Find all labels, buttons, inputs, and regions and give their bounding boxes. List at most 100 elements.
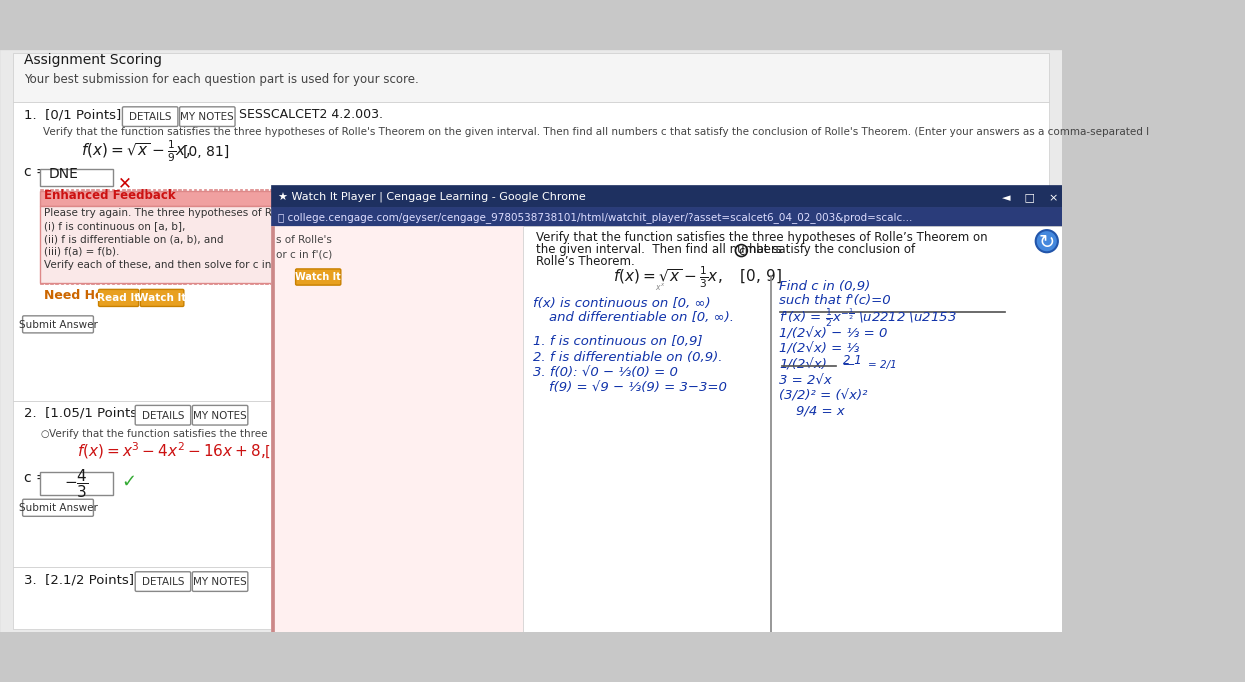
- Text: Please try again. The three hypotheses of Rolle's: Please try again. The three hypotheses o…: [44, 209, 298, 218]
- Text: Verify that the function satisfies the three hypoth: Verify that the function satisfies the t…: [50, 428, 308, 439]
- Text: 2. f is differentiable on (0,9).: 2. f is differentiable on (0,9).: [533, 351, 722, 364]
- Text: Verify each of these, and then solve for c in f'(c): Verify each of these, and then solve for…: [44, 260, 295, 269]
- Text: 1/(2√x) = ⅓: 1/(2√x) = ⅓: [779, 343, 859, 356]
- Text: DETAILS: DETAILS: [129, 112, 172, 122]
- Text: hat satisfy the conclusion of: hat satisfy the conclusion of: [749, 243, 915, 256]
- Bar: [96, 189, 98, 190]
- Bar: [81, 283, 83, 284]
- Text: MY NOTES: MY NOTES: [193, 411, 247, 421]
- Bar: [76, 283, 78, 284]
- Bar: [127, 283, 129, 284]
- Bar: [40, 283, 42, 284]
- Bar: [275, 283, 278, 284]
- Bar: [127, 189, 129, 190]
- Text: (ii) f is differentiable on (a, b), and: (ii) f is differentiable on (a, b), and: [44, 234, 223, 244]
- Bar: [183, 283, 186, 284]
- FancyBboxPatch shape: [295, 269, 341, 285]
- Bar: [270, 189, 273, 190]
- Text: f'(x) = $\frac{1}{2}$x$^{-\frac{1}{2}}$ \u2212 \u2153: f'(x) = $\frac{1}{2}$x$^{-\frac{1}{2}}$ …: [779, 307, 956, 329]
- Bar: [56, 189, 59, 190]
- Bar: [194, 189, 197, 190]
- Bar: [234, 189, 237, 190]
- Bar: [204, 189, 207, 190]
- Bar: [45, 283, 47, 284]
- Bar: [255, 189, 258, 190]
- Bar: [132, 189, 134, 190]
- FancyBboxPatch shape: [141, 289, 184, 306]
- Text: Read It: Read It: [97, 293, 139, 303]
- Text: Watch It: Watch It: [295, 272, 341, 282]
- Bar: [40, 191, 288, 206]
- Text: such that f'(c)=0: such that f'(c)=0: [779, 295, 890, 308]
- Bar: [286, 189, 289, 190]
- FancyBboxPatch shape: [193, 572, 248, 591]
- Bar: [280, 189, 283, 190]
- Bar: [45, 189, 47, 190]
- Bar: [71, 189, 73, 190]
- Bar: [56, 283, 59, 284]
- Text: Verify that the function satisfies the three hypotheses of Rolle's Theorem on th: Verify that the function satisfies the t…: [42, 128, 1149, 137]
- Bar: [40, 168, 112, 186]
- Bar: [214, 189, 217, 190]
- Text: the given interval.  Then find all numbers: the given interval. Then find all number…: [535, 243, 782, 256]
- Text: Need Help?: Need Help?: [44, 289, 123, 302]
- Bar: [240, 189, 243, 190]
- Bar: [275, 189, 278, 190]
- Bar: [173, 283, 176, 284]
- Text: (i) f is continuous on [a, b],: (i) f is continuous on [a, b],: [44, 221, 186, 231]
- Text: ○: ○: [41, 428, 50, 439]
- Bar: [240, 283, 243, 284]
- Bar: [280, 283, 283, 284]
- Bar: [66, 189, 68, 190]
- Bar: [183, 189, 186, 190]
- Bar: [163, 189, 166, 190]
- Text: $f(x) = \sqrt{x} - \frac{1}{9}x,$: $f(x) = \sqrt{x} - \frac{1}{9}x,$: [81, 138, 190, 164]
- Bar: [61, 189, 63, 190]
- Text: [0, 81]: [0, 81]: [183, 145, 229, 159]
- Bar: [12, 401, 1050, 567]
- Text: (3/2)² = (√x)²: (3/2)² = (√x)²: [779, 389, 868, 402]
- Bar: [286, 283, 289, 284]
- Bar: [91, 283, 93, 284]
- Text: 1. f is continuous on [0,9]: 1. f is continuous on [0,9]: [533, 336, 702, 349]
- Bar: [229, 283, 232, 284]
- Bar: [71, 283, 73, 284]
- Text: and differentiable on [0, ∞).: and differentiable on [0, ∞).: [549, 310, 733, 323]
- Bar: [91, 189, 93, 190]
- Text: Watch It: Watch It: [137, 293, 187, 303]
- Bar: [76, 189, 78, 190]
- Bar: [122, 189, 124, 190]
- Bar: [163, 283, 166, 284]
- Text: $f(x) = \sqrt{x} - \frac{1}{3}x, \quad [0,\,9]$: $f(x) = \sqrt{x} - \frac{1}{3}x, \quad […: [613, 264, 782, 290]
- Text: Submit Answer: Submit Answer: [19, 503, 97, 514]
- Bar: [12, 53, 1050, 102]
- Bar: [779, 311, 1005, 312]
- Text: MY NOTES: MY NOTES: [181, 112, 234, 122]
- Bar: [270, 283, 273, 284]
- Text: 2 1: 2 1: [843, 354, 862, 367]
- Bar: [158, 283, 161, 284]
- Bar: [219, 283, 222, 284]
- Bar: [158, 189, 161, 190]
- Bar: [234, 283, 237, 284]
- Bar: [66, 283, 68, 284]
- Bar: [199, 189, 202, 190]
- Text: er your answers as a comma-separated lis: er your answers as a comma-separated lis: [896, 428, 1118, 439]
- Text: DNE: DNE: [49, 167, 78, 181]
- Bar: [178, 283, 181, 284]
- Bar: [137, 283, 139, 284]
- Text: 1/(2√x) − ⅓ = 0: 1/(2√x) − ⅓ = 0: [779, 327, 888, 340]
- Bar: [96, 283, 98, 284]
- Bar: [12, 567, 1050, 629]
- Text: Submit Answer: Submit Answer: [19, 320, 97, 330]
- Text: 9/4 = x: 9/4 = x: [796, 404, 844, 417]
- FancyBboxPatch shape: [22, 499, 93, 516]
- Text: c =: c =: [24, 471, 47, 485]
- Bar: [102, 189, 105, 190]
- Bar: [12, 102, 1050, 401]
- Text: Rolle’s Theorem.: Rolle’s Theorem.: [535, 255, 635, 268]
- Bar: [102, 283, 105, 284]
- Text: $[-4,\, 4]$: $[-4,\, 4]$: [264, 444, 315, 460]
- Bar: [265, 189, 268, 190]
- Bar: [274, 188, 1064, 634]
